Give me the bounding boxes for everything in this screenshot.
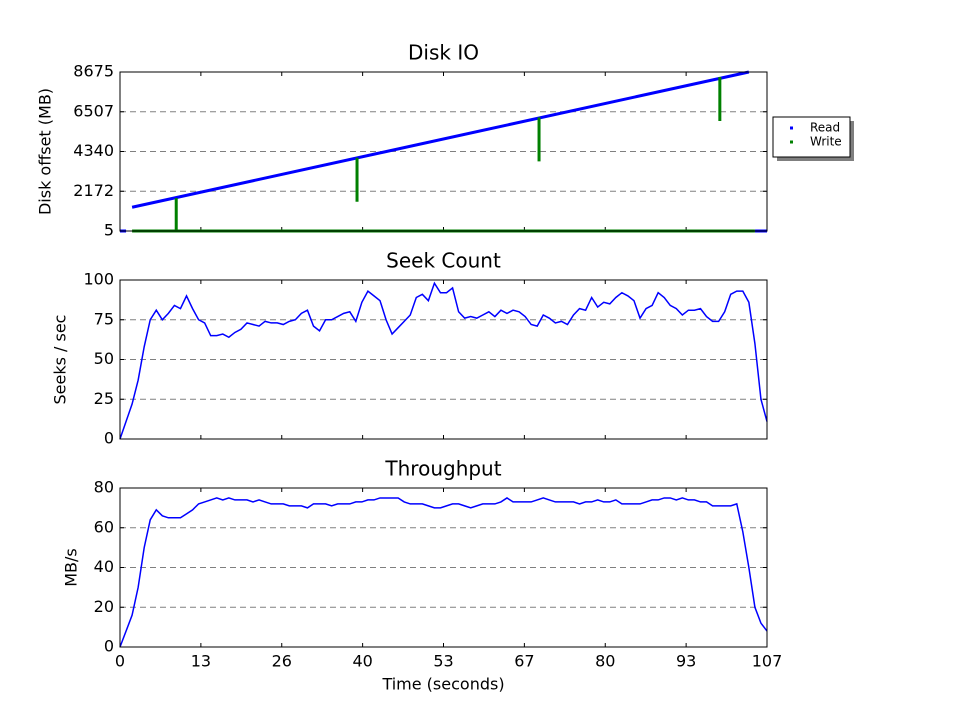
y-axis-label: Disk offset (MB) xyxy=(36,88,55,215)
data-line xyxy=(119,281,768,440)
plot-frame xyxy=(119,279,768,440)
x-tick-label: 40 xyxy=(352,652,372,671)
y-tick-label: 8675 xyxy=(73,62,114,81)
x-tick-label: 80 xyxy=(595,652,615,671)
legend-box xyxy=(772,116,851,158)
legend-label: Write xyxy=(810,135,842,149)
y-tick-label: 100 xyxy=(83,270,114,289)
x-tick-label: 0 xyxy=(115,652,125,671)
y-tick-label: 25 xyxy=(94,389,114,408)
chart-title: Throughput xyxy=(384,457,501,481)
legend-marker xyxy=(790,126,793,130)
chart-title: Seek Count xyxy=(386,249,501,273)
y-axis-label: Seeks / sec xyxy=(51,315,70,405)
y-tick-label: 5 xyxy=(104,221,114,240)
data-line xyxy=(119,497,768,648)
x-tick-label: 107 xyxy=(752,652,783,671)
plot-frame xyxy=(119,487,768,648)
y-tick-label: 75 xyxy=(94,309,114,328)
x-axis-label: Time (seconds) xyxy=(381,675,504,694)
x-tick-label: 26 xyxy=(272,652,292,671)
y-tick-label: 50 xyxy=(94,349,114,368)
y-tick-label: 60 xyxy=(94,517,114,536)
x-tick-label: 53 xyxy=(433,652,453,671)
legend-label: Read xyxy=(810,121,840,135)
x-tick-label: 93 xyxy=(676,652,696,671)
y-tick-label: 2172 xyxy=(73,181,114,200)
plot-frame xyxy=(119,71,768,232)
y-tick-label: 0 xyxy=(104,637,114,656)
x-tick-label: 67 xyxy=(514,652,534,671)
y-tick-label: 40 xyxy=(94,557,114,576)
y-tick-label: 4340 xyxy=(73,141,114,160)
y-tick-label: 20 xyxy=(94,597,114,616)
y-tick-label: 80 xyxy=(94,478,114,497)
chart-title: Disk IO xyxy=(408,41,479,65)
legend-marker xyxy=(790,140,793,144)
y-tick-label: 6507 xyxy=(73,101,114,120)
data-line xyxy=(132,77,755,233)
x-tick-label: 13 xyxy=(191,652,211,671)
y-tick-label: 0 xyxy=(104,429,114,448)
y-axis-label: MB/s xyxy=(62,548,81,587)
